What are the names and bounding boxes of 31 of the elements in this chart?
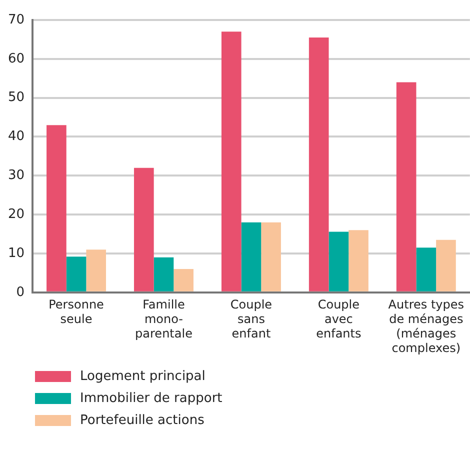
- bar: [46, 125, 66, 292]
- bar: [416, 248, 436, 292]
- y-tick-label: 50: [8, 90, 25, 106]
- legend-label: Portefeuille actions: [80, 412, 204, 428]
- x-tick-label: Famille mono- parentale: [135, 298, 192, 341]
- x-tick-label: Personne seule: [48, 298, 104, 326]
- bar: [436, 240, 456, 292]
- y-tick-label: 0: [16, 284, 25, 300]
- bar: [221, 32, 242, 292]
- x-tick-label: Autres types de ménages (ménages complexes): [388, 298, 464, 355]
- bar: [134, 168, 154, 292]
- bar: [174, 269, 194, 292]
- bar: [154, 257, 174, 292]
- y-tick-label: 60: [8, 51, 25, 66]
- y-tick-label: 10: [8, 246, 25, 261]
- bar: [86, 250, 106, 292]
- x-tick-label: Couple sans enfant: [230, 298, 272, 341]
- y-tick-label: 40: [8, 129, 25, 144]
- bar: [328, 232, 349, 292]
- bar: [66, 256, 86, 292]
- legend-label: Immobilier de rapport: [80, 390, 222, 406]
- bar: [396, 82, 416, 292]
- bar: [241, 222, 262, 292]
- legend-label: Logement principal: [80, 368, 206, 384]
- bar: [261, 222, 281, 292]
- x-tick-label: Couple avec enfants: [316, 298, 362, 341]
- bar: [348, 230, 368, 292]
- bar: [308, 38, 329, 292]
- y-tick-label: 30: [8, 168, 25, 184]
- y-tick-label: 70: [8, 12, 25, 28]
- y-tick-label: 20: [8, 206, 25, 222]
